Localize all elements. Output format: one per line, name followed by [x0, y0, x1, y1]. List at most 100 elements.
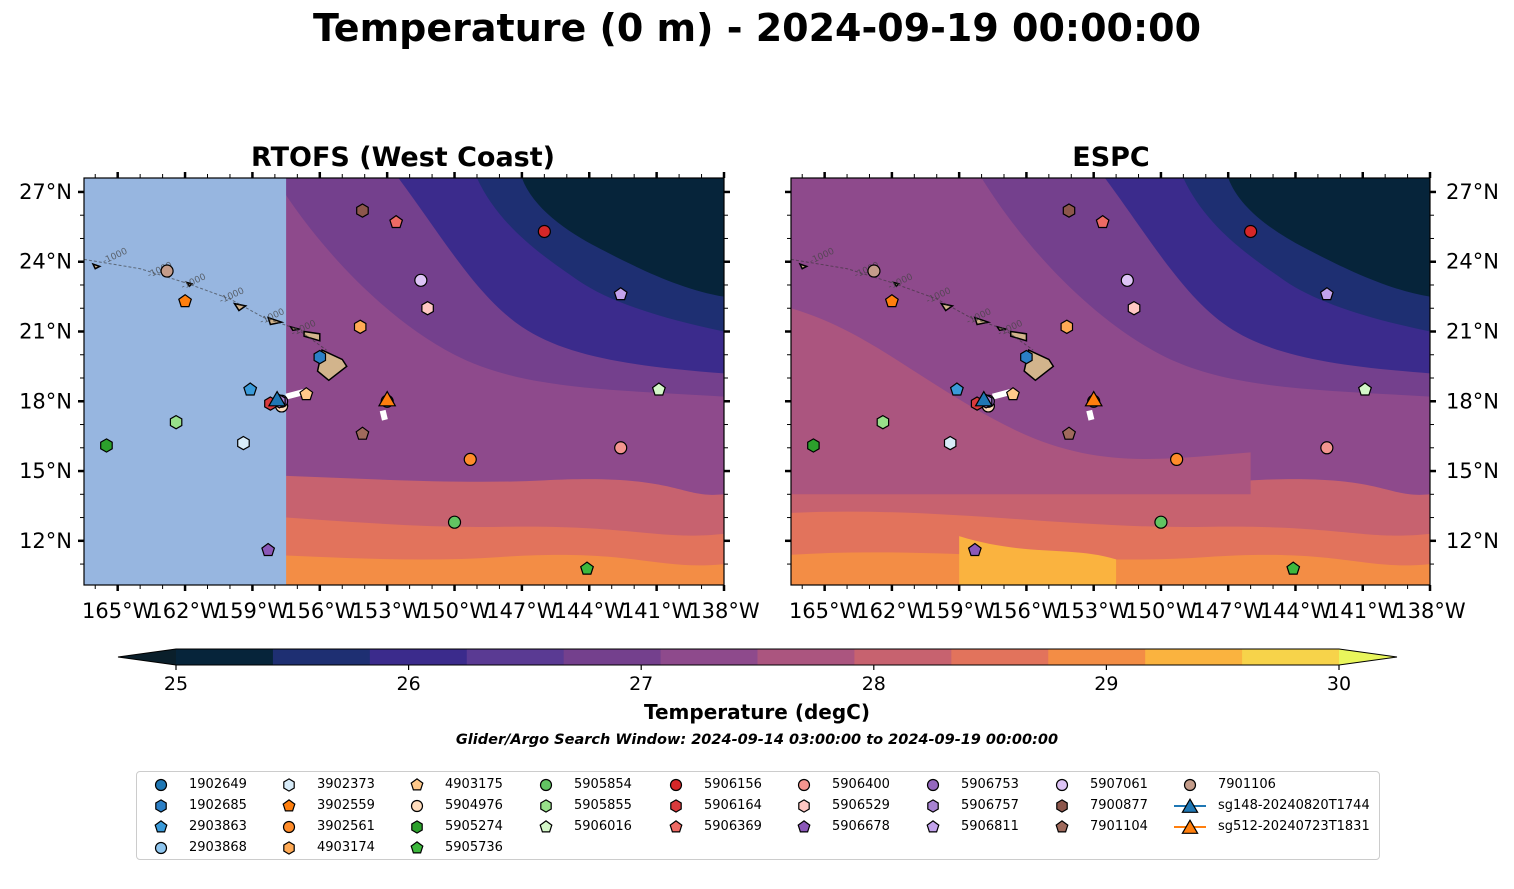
obs-marker-5906016: [1357, 382, 1373, 396]
espc-map: -1000-1000-1000-1000-1000-1000: [791, 178, 1430, 585]
map-panels: -1000-1000-1000-1000-1000-1000 -1000-100…: [19, 172, 1499, 623]
lon-tick-label: 165°W: [789, 599, 861, 623]
colorbar-tick-label: 28: [862, 673, 886, 695]
legend-label: 5907061: [1090, 777, 1148, 792]
legend-label: 7901106: [1218, 777, 1276, 792]
legend-symbol: [282, 820, 296, 834]
legend-label: 7901104: [1090, 819, 1148, 834]
obs-marker-5905854: [447, 515, 462, 529]
lon-tick-label: 147°W: [486, 599, 558, 623]
colorbar-tick-label: 29: [1094, 673, 1118, 695]
island-land: [91, 262, 102, 270]
legend-marker: [797, 778, 811, 792]
lon-tick-label: 153°W: [1058, 599, 1130, 623]
lon-tick-label: 159°W: [217, 599, 289, 623]
lat-tick-label: 18°N: [19, 389, 72, 413]
obs-marker-7900877: [356, 203, 369, 218]
legend-symbol: [539, 820, 553, 833]
map-axes: 27°N24°N21°N18°N15°N12°N165°W162°W159°W1…: [19, 172, 1499, 623]
lon-tick-label: 162°W: [856, 599, 928, 623]
legend-label: 5905854: [574, 777, 632, 792]
obs-marker-5905274: [807, 438, 820, 453]
legend-marker: [669, 778, 683, 792]
glider-track: [1086, 409, 1095, 421]
legend-marker: [1174, 819, 1206, 834]
obs-marker-3902373: [237, 435, 250, 451]
legend-marker: [669, 820, 683, 833]
colorbar-segment: [272, 649, 371, 665]
legend-marker: [282, 820, 296, 834]
lon-tick-label: 141°W: [1327, 599, 1399, 623]
legend-symbol: [926, 778, 940, 792]
legend-symbol: [669, 820, 683, 833]
legend-symbol: [283, 841, 295, 855]
obs-marker-4903175: [299, 386, 314, 401]
legend-label: 5906164: [704, 798, 762, 813]
obs-marker-7900877: [1062, 203, 1076, 218]
lat-tick-label: 21°N: [1446, 319, 1499, 343]
colorbar-tick-label: 30: [1327, 673, 1351, 695]
rtofs-map: -1000-1000-1000-1000-1000-1000: [84, 178, 724, 585]
obs-marker-5905854: [1154, 515, 1168, 529]
search-window-text: Glider/Argo Search Window: 2024-09-14 03…: [455, 732, 1059, 748]
colorbar-over-extension: [1339, 649, 1397, 665]
colorbar-segment: [563, 649, 662, 665]
obs-marker-2903863: [243, 382, 258, 396]
legend-symbol: [1183, 778, 1197, 792]
legend-label: 2903868: [189, 840, 247, 855]
legend-symbol: [927, 799, 939, 813]
obs-marker-5906678: [261, 542, 276, 557]
lon-tick-label: 162°W: [149, 599, 221, 623]
legend-marker: [1174, 798, 1206, 813]
legend-label: 5906757: [961, 798, 1019, 813]
lat-tick-label: 18°N: [1446, 389, 1499, 413]
panel-title-espc: ESPC: [1072, 142, 1150, 173]
legend-marker: [283, 841, 295, 855]
lon-tick-label: 141°W: [621, 599, 693, 623]
island-land: [939, 302, 955, 312]
lon-tick-label: 159°W: [923, 599, 995, 623]
legend-marker: [540, 799, 552, 813]
obs-marker-5906811: [1319, 286, 1334, 301]
legend-label: 1902685: [189, 798, 247, 813]
colorbar: 25 26 27 28 29 30: [117, 648, 1398, 695]
legend-symbol: [798, 799, 810, 813]
depth-contour: [791, 258, 1034, 351]
legend-label: 3902373: [317, 777, 375, 792]
depth-contour: [84, 258, 327, 351]
legend-label: 5906369: [704, 819, 762, 834]
obs-marker-5906529: [1127, 300, 1141, 316]
legend-symbol: [411, 820, 423, 834]
map-frame: [83, 177, 725, 586]
obs-marker-5905855: [876, 414, 890, 430]
legend-symbol: [797, 778, 811, 792]
legend-marker: [926, 820, 940, 833]
legend-symbol: [154, 841, 168, 855]
legend-marker: [283, 778, 295, 792]
legend-symbol: [540, 799, 552, 813]
legend-symbol: [410, 778, 424, 791]
legend-symbol: [539, 778, 553, 792]
obs-marker-5905736: [579, 561, 595, 575]
colorbar-label: Temperature (degC): [644, 700, 870, 724]
legend-symbol: [1055, 820, 1069, 833]
obs-marker-4903175: [1005, 386, 1020, 401]
legend-marker: [798, 799, 810, 813]
obs-marker-7901106: [160, 264, 174, 278]
legend: 1902649 1902685 2903863 2903868 3902373 39025…: [136, 771, 1380, 860]
legend-symbol: [669, 778, 683, 792]
obs-marker-sg148-20240820T1744: [974, 390, 994, 407]
lon-tick-label: 147°W: [1193, 599, 1265, 623]
obs-marker-5907061: [414, 273, 428, 287]
legend-marker: [411, 820, 423, 834]
lat-tick-label: 24°N: [19, 250, 72, 274]
legend-marker: [410, 799, 424, 813]
legend-symbol: [283, 778, 295, 792]
colorbar-segment: [854, 649, 952, 665]
lon-tick-label: 138°W: [1394, 599, 1466, 623]
lon-tick-label: 156°W: [991, 599, 1063, 623]
lon-tick-label: 144°W: [554, 599, 626, 623]
obs-marker-5906369: [389, 214, 404, 229]
legend-marker: [155, 799, 167, 813]
legend-label: 5905855: [574, 798, 632, 813]
